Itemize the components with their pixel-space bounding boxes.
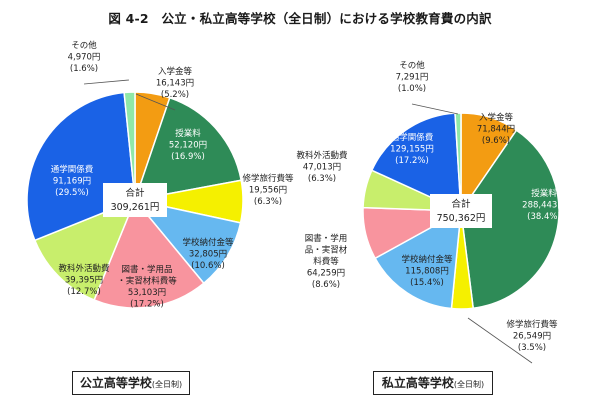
pie1-label-4: 学校納付金等 32,805円(10.6%) (182, 237, 234, 271)
caption-public-note: (全日制) (151, 380, 183, 389)
pie1-total-label: 合計 (125, 187, 145, 199)
pie1-leader-8 (83, 79, 130, 85)
pie2-label-1: 入学金等 71,844円(9.6%) (477, 112, 515, 146)
caption-private-text: 私立高等学校 (381, 376, 454, 390)
caption-private-note: (全日制) (453, 380, 485, 389)
pie1-label-5: 図書・学用品・実習材料費等 53,103円(17.2%) (117, 264, 177, 310)
pie2-slice-2 (460, 129, 560, 310)
pie2-label-5: 図書・学用品・実習材料費等 64,259円(8.6%) (305, 233, 348, 290)
pie2-total-box (430, 194, 492, 228)
caption-private: 私立高等学校(全日制) (373, 371, 493, 395)
figure-title: 図 4-2 公立・私立高等学校（全日制）における学校教育費の内訳 (108, 11, 492, 26)
pie1-label-2: 授業料 52,120円(16.9%) (169, 128, 207, 162)
pie2-total-label: 合計 (451, 198, 471, 210)
pie2-slice-4 (374, 209, 462, 310)
pie1-label-7: 通学関係費 91,169円(29.5%) (51, 164, 94, 198)
pie2-label-6: 教科外活動費 47,013円(6.3%) (296, 150, 348, 184)
pie1-slice-2 (133, 96, 243, 201)
pie1-label-6: 教科外活動費 39,395円(12.7%) (58, 263, 110, 297)
pie2-label-4: 学校納付金等 115,808円(15.4%) (401, 254, 453, 288)
pie1-leader-1 (135, 93, 176, 111)
pie1-slice-6 (33, 198, 137, 301)
pie1-label-3: 修学旅行費等 19,556円(6.3%) (242, 173, 294, 207)
pie2-label-2: 授業料 288,443円(38.4%) (522, 188, 566, 222)
pie2-label-7: 通学関係費 129,155円(17.2%) (390, 132, 434, 166)
pie2-leader-3 (467, 317, 533, 364)
pie2-label-8: その他 7,291円(1.0%) (396, 60, 429, 94)
pie1-label-1: 入学金等 16,143円(5.2%) (156, 66, 194, 100)
pie1-total-box (103, 183, 167, 217)
caption-public: 公立高等学校(全日制) (72, 371, 190, 395)
pie2-label-3: 修学旅行費等 26,549円(3.5%) (506, 319, 558, 353)
pie1-slice-8 (123, 91, 136, 201)
pie1-total-value: 309,261円 (111, 202, 160, 213)
caption-public-text: 公立高等学校 (79, 376, 152, 390)
pie1-label-8: その他 4,970円(1.6%) (68, 40, 101, 74)
pie2-slice-7 (370, 112, 462, 213)
pie2-total-value: 750,362円 (437, 213, 486, 224)
pie1-slice-5 (93, 198, 205, 309)
pie1-slice-4 (133, 198, 242, 285)
pie2-leader-8 (411, 103, 459, 115)
